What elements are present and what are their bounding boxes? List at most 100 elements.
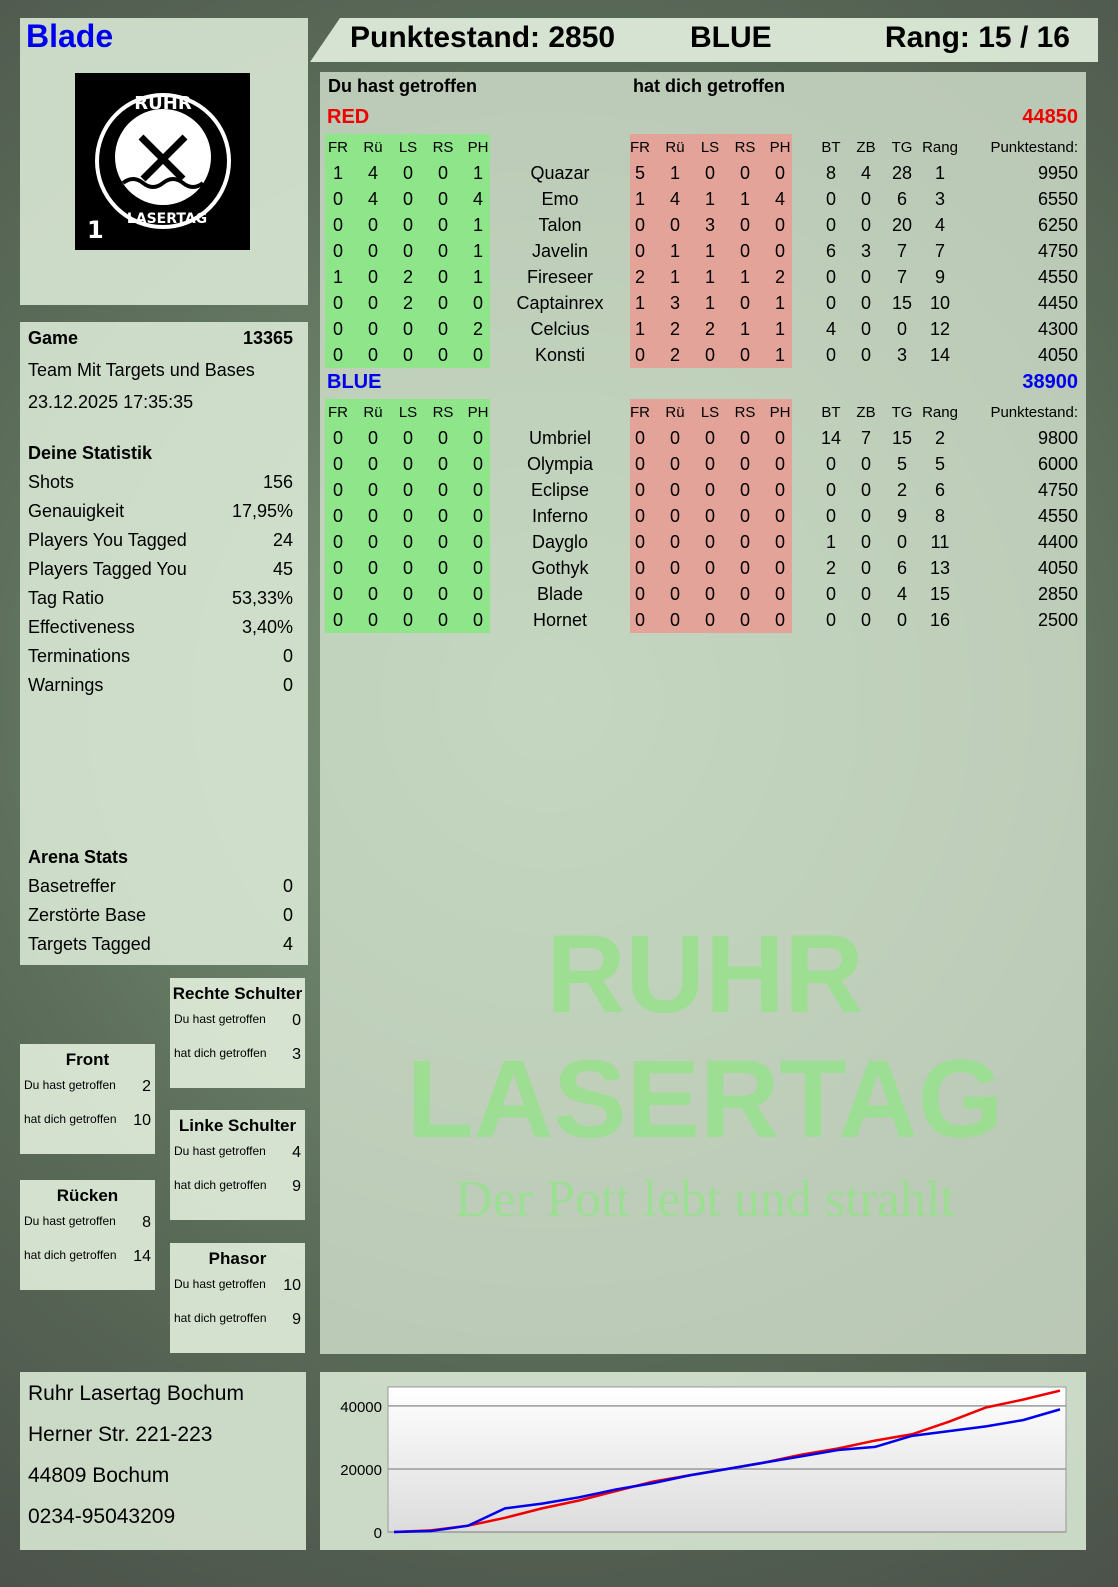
stat-cell: 20	[891, 215, 913, 235]
hit-you-cell: 0	[704, 454, 715, 474]
stat-cell: 13	[929, 558, 951, 578]
hit-you-cell: 0	[669, 532, 680, 552]
arena-title: Arena Stats	[28, 847, 129, 867]
stat-cell: 2	[896, 480, 907, 500]
you-hit-cell: 0	[332, 293, 343, 313]
player-name: Hornet	[532, 610, 588, 630]
stat-cell: 0	[860, 319, 871, 339]
col-header: RS	[432, 404, 454, 421]
zone-got-value: 9	[292, 1311, 301, 1328]
hit-you-cell: 0	[739, 428, 750, 448]
stat-cell: 0	[825, 215, 836, 235]
you-hit-cell: 0	[332, 506, 343, 526]
player-score: 9950	[1037, 163, 1078, 183]
hit-you-cell: 0	[774, 454, 785, 474]
you-hit-cell: 0	[437, 610, 448, 630]
you-hit-label: Du hast getroffen	[328, 76, 478, 96]
stat-cell: 0	[825, 480, 836, 500]
rank-label: Rang:	[884, 21, 970, 54]
hit-you-cell: 1	[739, 267, 750, 287]
col-header: LS	[398, 139, 418, 156]
col-header: PH	[467, 139, 489, 156]
you-hit-cell: 1	[472, 163, 483, 183]
hit-you-cell: 0	[774, 584, 785, 604]
hit-you-cell: 0	[669, 584, 680, 604]
stat-cell: 0	[896, 532, 907, 552]
game-label: Game	[28, 328, 79, 348]
hit-you-cell: 0	[739, 558, 750, 578]
stat-cell: 0	[825, 267, 836, 287]
you-hit-cell: 0	[402, 189, 413, 209]
y-tick-label: 20000	[340, 1462, 382, 1479]
you-hit-cell: 0	[332, 428, 343, 448]
hit-you-cell: 0	[634, 506, 645, 526]
you-hit-cell: 0	[472, 345, 483, 365]
team-total: 38900	[1022, 371, 1078, 393]
you-hit-cell: 0	[332, 215, 343, 235]
game-datetime: 23.12.2025 17:35:35	[28, 392, 194, 412]
zone-box: Linke Schulter Du hast getroffen 4 hat dich…	[170, 1110, 305, 1220]
you-hit-cell: 1	[332, 163, 343, 183]
zone-box: Rechte Schulter Du hast getroffen 0 hat dic…	[170, 978, 305, 1088]
you-hit-cell: 0	[367, 532, 378, 552]
you-hit-cell: 0	[437, 428, 448, 448]
stat-cell: 28	[891, 163, 913, 183]
stat-row: Effectiveness 3,40%	[28, 617, 293, 638]
you-hit-cell: 0	[367, 267, 378, 287]
hit-you-cell: 1	[704, 267, 715, 287]
hit-you-cell: 4	[774, 189, 785, 209]
hit-you-cell: 1	[634, 319, 645, 339]
hit-you-cell: 0	[774, 506, 785, 526]
zone-hit-row: Du hast getroffen 8	[24, 1214, 151, 1232]
you-hit-cell: 0	[367, 584, 378, 604]
col-header: Rang	[922, 139, 958, 156]
hit-you-cell: 0	[669, 610, 680, 630]
you-hit-cell: 0	[402, 241, 413, 261]
col-header: Punktestand:	[990, 139, 1078, 156]
hit-you-cell: 0	[739, 532, 750, 552]
you-hit-cell: 0	[367, 241, 378, 261]
col-header: FR	[328, 404, 348, 421]
col-header: FR	[630, 139, 650, 156]
hit-you-cell: 0	[739, 293, 750, 313]
hit-you-cell: 1	[739, 319, 750, 339]
hit-you-cell: 2	[669, 319, 680, 339]
stat-label: Tag Ratio	[28, 588, 105, 608]
address-panel: Ruhr Lasertag Bochum Herner Str. 221-223 4…	[20, 1372, 306, 1550]
hit-you-cell: 0	[634, 532, 645, 552]
hit-you-cell: 1	[704, 293, 715, 313]
stat-cell: 0	[860, 558, 871, 578]
zone-hit-label: Du hast getroffen	[24, 1078, 116, 1092]
hit-you-cell: 0	[704, 506, 715, 526]
stat-label: Warnings	[28, 675, 104, 695]
address-line: Ruhr Lasertag Bochum	[28, 1382, 244, 1405]
hit-you-cell: 0	[739, 506, 750, 526]
stat-cell: 11	[930, 532, 950, 552]
stat-row: Tag Ratio 53,33%	[28, 588, 293, 609]
you-hit-cell: 0	[437, 345, 448, 365]
you-hit-cell: 0	[437, 215, 448, 235]
hit-you-cell: 1	[704, 241, 715, 261]
you-hit-cell: 0	[437, 241, 448, 261]
hit-you-cell: 0	[669, 480, 680, 500]
hit-you-cell: 0	[739, 215, 750, 235]
stat-row: Genauigkeit 17,95%	[28, 501, 293, 522]
zone-got-label: hat dich getroffen	[24, 1112, 117, 1126]
you-hit-cell: 4	[367, 189, 378, 209]
stat-cell: 6	[825, 241, 836, 261]
you-hit-cell: 1	[472, 215, 483, 235]
hit-you-cell: 0	[739, 241, 750, 261]
hit-you-cell: 0	[704, 428, 715, 448]
stat-cell: 4	[934, 215, 945, 235]
hit-you-cell: 3	[704, 215, 715, 235]
you-hit-cell: 0	[437, 267, 448, 287]
hit-you-cell: 0	[774, 241, 785, 261]
hit-you-cell: 0	[669, 428, 680, 448]
stat-cell: 3	[860, 241, 871, 261]
zone-hit-row: Du hast getroffen 2	[24, 1078, 151, 1096]
hit-you-cell: 0	[634, 345, 645, 365]
you-hit-cell: 0	[472, 584, 483, 604]
you-hit-cell: 0	[332, 189, 343, 209]
player-score: 4050	[1037, 345, 1078, 365]
address-line: 44809 Bochum	[28, 1464, 170, 1487]
